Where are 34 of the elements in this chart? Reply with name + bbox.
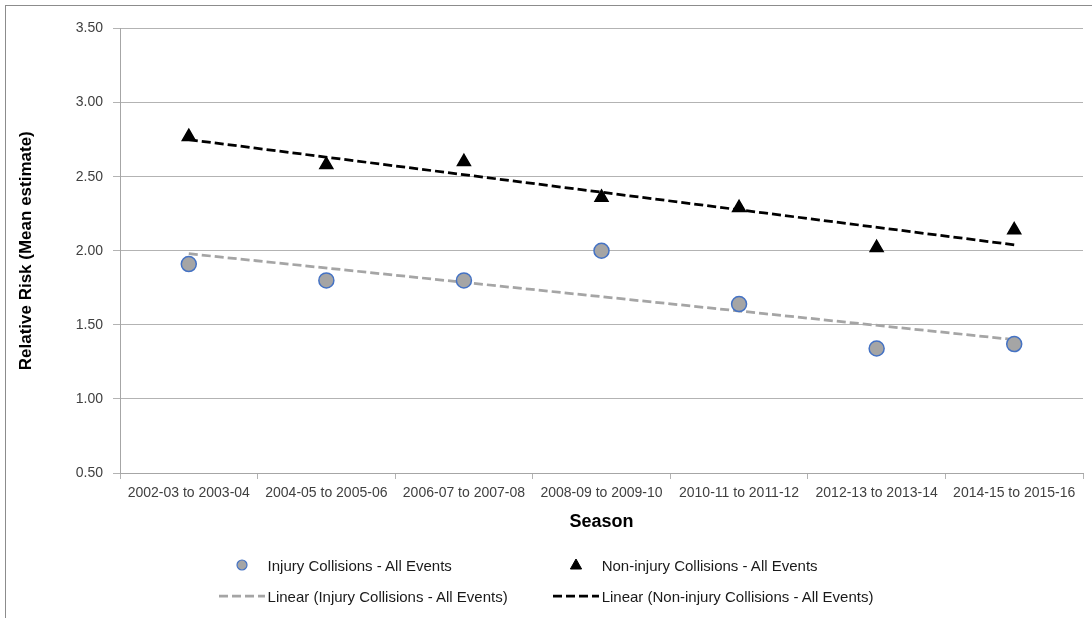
point: [593, 242, 610, 259]
y-tick-label: 1.50: [75, 315, 104, 332]
point: [1006, 221, 1022, 235]
point: [731, 199, 747, 213]
point: [868, 340, 885, 357]
point: [456, 153, 472, 167]
point: [730, 295, 748, 313]
point: [319, 156, 334, 170]
x-tick-label: 2012-13 to 2013-14: [815, 484, 938, 501]
y-tick-label: 2.00: [75, 241, 104, 258]
point: [455, 272, 473, 289]
x-tick-label: 2004-05 to 2005-06: [265, 484, 388, 501]
point: [180, 255, 198, 273]
point: [181, 128, 197, 142]
legend-label: Injury Collisions - All Events: [267, 556, 452, 574]
legend-label: Linear (Non-injury Collisions - All Events): [601, 587, 874, 605]
x-tick-label: 2014-15 to 2015-16: [953, 484, 1076, 501]
legend-label: Non-injury Collisions - All Events: [601, 556, 818, 574]
x-tick-label: 2006-07 to 2007-08: [402, 484, 526, 501]
point: [594, 189, 609, 202]
x-tick-label: 2008-09 to 2009-10: [540, 484, 663, 501]
y-tick-label: 1.00: [75, 389, 104, 406]
x-tick-label: 2002-03 to 2003-04: [127, 484, 251, 501]
y-tick-label: 3.00: [75, 93, 104, 110]
y-tick-label: 3.50: [75, 19, 104, 36]
point: [1005, 335, 1023, 353]
y-tick-label: 0.50: [75, 463, 104, 480]
y-axis-title: Relative Risk (Mean estimate): [15, 131, 35, 371]
x-axis-title: Season: [569, 511, 634, 532]
y-tick-label: 2.50: [75, 167, 104, 184]
legend-label: Linear (Injury Collisions - All Events): [267, 587, 508, 605]
point: [869, 239, 884, 253]
point: [318, 272, 335, 289]
x-tick-label: 2010-11 to 2011-12: [679, 484, 800, 501]
